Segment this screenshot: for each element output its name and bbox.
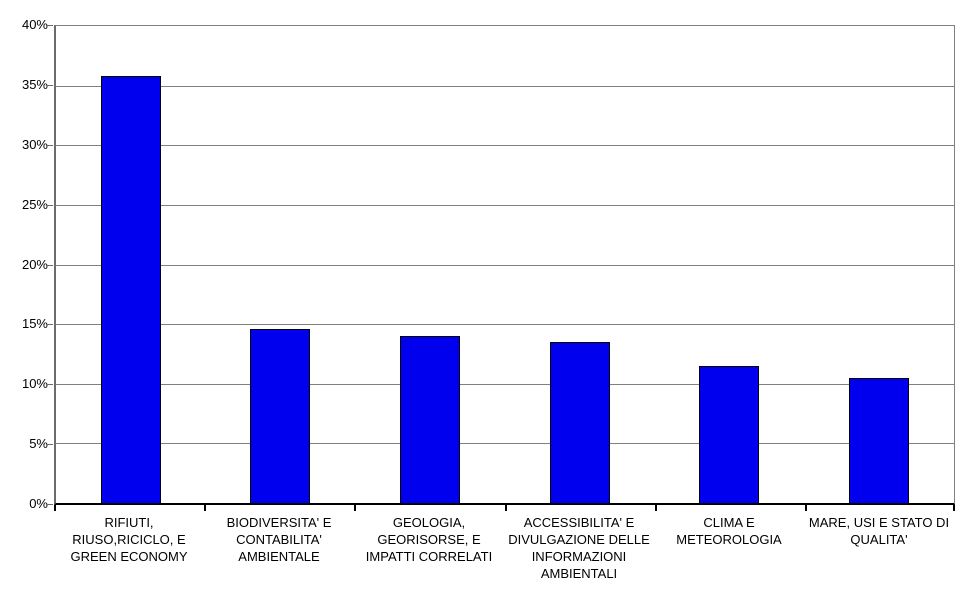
y-axis-label: 0%: [29, 496, 48, 511]
x-axis-tick: [504, 505, 507, 511]
bar: [699, 365, 760, 503]
y-axis-label: 20%: [21, 256, 48, 272]
gridline-15pct: [56, 324, 954, 326]
gridline-30pct: [56, 145, 954, 147]
bar-cell: [206, 26, 356, 503]
bar-cell: [655, 26, 805, 503]
bar-cell: [505, 26, 655, 503]
bar: [549, 342, 610, 503]
bar-cell: [56, 26, 206, 503]
x-axis-tick: [204, 505, 207, 511]
y-axis-tick: [46, 504, 53, 505]
x-axis-label: ACCESSIBILITA' E DIVULGAZIONE DELLE INFO…: [508, 515, 650, 581]
y-axis-tick: [46, 204, 53, 206]
gridline-5pct: [56, 443, 954, 445]
x-axis-tick: [804, 505, 807, 511]
bar: [849, 377, 910, 503]
y-axis-label: 15%: [21, 316, 48, 332]
gridline-25pct: [56, 204, 954, 206]
x-axis-label: MARE, USI E STATO DI QUALITA': [808, 515, 950, 547]
y-axis-label: 40%: [21, 17, 48, 32]
bar: [400, 336, 461, 503]
y-axis-label: 30%: [21, 136, 48, 152]
y-axis-label: 25%: [21, 196, 48, 212]
gridline-20pct: [56, 264, 954, 266]
y-axis-tick: [46, 384, 53, 386]
x-axis-label: BIODIVERSITA' E CONTABILITA' AMBIENTALE: [226, 515, 332, 564]
bar-cell: [804, 26, 954, 503]
bar: [100, 76, 161, 503]
y-axis-tick: [46, 324, 53, 326]
x-axis-tick: [354, 505, 357, 511]
y-axis-tick: [46, 264, 53, 266]
y-axis-tick: [46, 84, 53, 86]
gridline-35pct: [56, 85, 954, 87]
x-axis-label: CLIMA E METEOROLOGIA: [676, 515, 782, 547]
y-axis-tick: [46, 25, 53, 26]
gridline-10pct: [56, 383, 954, 385]
y-axis-label: 35%: [21, 76, 48, 92]
x-axis-tick: [953, 505, 955, 511]
x-axis-label: RIFIUTI, RIUSO,RICICLO, E GREEN ECONOMY: [70, 515, 188, 564]
bar-cell: [355, 26, 505, 503]
x-axis-tick: [54, 505, 56, 511]
x-axis-tick: [654, 505, 657, 511]
bar: [250, 328, 311, 503]
y-axis-tick: [46, 144, 53, 146]
x-axis-label: GEOLOGIA, GEORISORSE, E IMPATTI CORRELAT…: [365, 515, 493, 564]
plot-area: [54, 25, 955, 505]
y-axis-label: 5%: [29, 436, 48, 452]
y-axis-tick: [46, 444, 53, 446]
x-axis-labels: RIFIUTI, RIUSO,RICICLO, E GREEN ECONOMY B…: [54, 514, 955, 582]
y-axis-label: 10%: [21, 376, 48, 392]
